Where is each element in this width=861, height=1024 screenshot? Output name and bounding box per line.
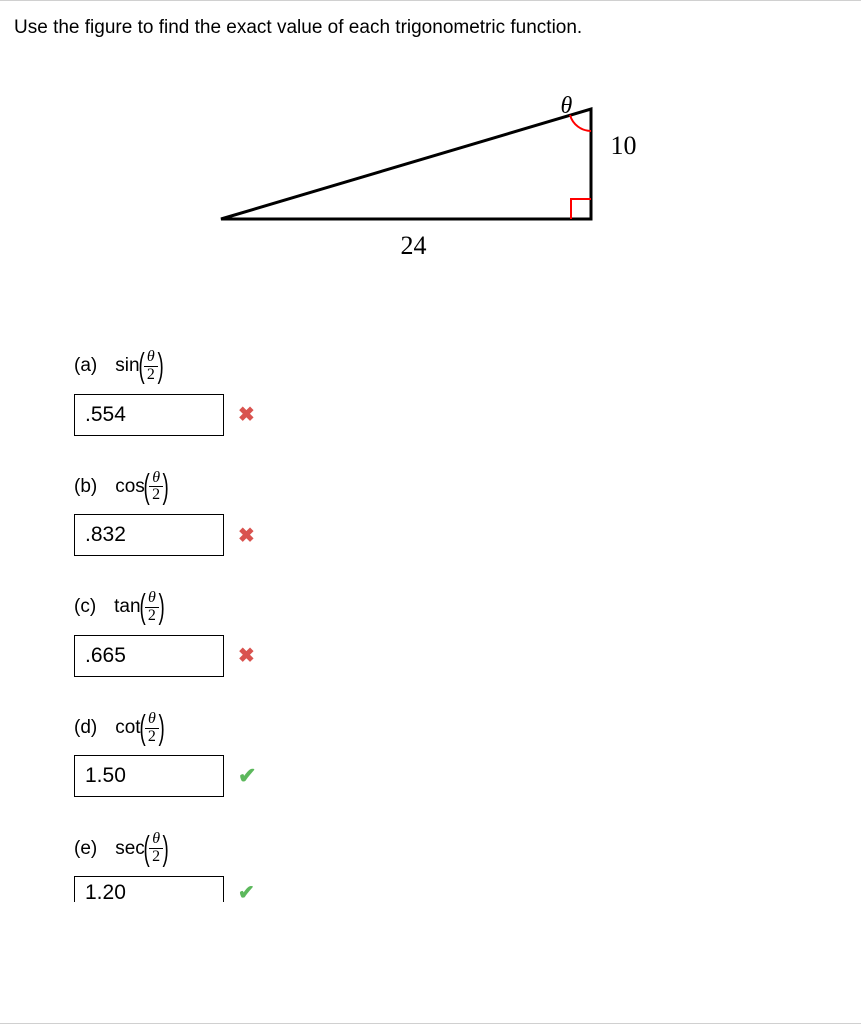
fraction-num: θ	[148, 590, 156, 607]
answer-input-a[interactable]: .554	[74, 394, 224, 436]
question-letter: (b)	[74, 476, 97, 498]
fraction-num: θ	[152, 470, 160, 487]
trig-function: tan	[114, 596, 140, 618]
question-d-label: (d) cot ( θ 2 )	[74, 711, 847, 746]
fraction-den: 2	[145, 607, 159, 625]
close-paren: )	[163, 470, 169, 504]
side-bottom-label: 24	[401, 231, 427, 261]
wrong-icon: ✖	[238, 523, 255, 548]
close-paren: )	[158, 711, 164, 745]
answer-row: 1.50 ✔	[74, 755, 847, 797]
open-paren: (	[139, 711, 145, 745]
fraction-num: θ	[152, 831, 160, 848]
fraction-num: θ	[147, 349, 155, 366]
question-a-label: (a) sin ( θ 2 )	[74, 349, 847, 384]
question-e-label: (e) sec ( θ 2 )	[74, 831, 847, 866]
question-letter: (c)	[74, 596, 96, 618]
trig-expression: cot ( θ 2 )	[115, 711, 163, 746]
open-paren: (	[138, 349, 144, 383]
trig-function: cos	[115, 476, 145, 498]
question-b-label: (b) cos ( θ 2 )	[74, 470, 847, 505]
fraction-den: 2	[145, 728, 159, 746]
questions-list: (a) sin ( θ 2 ) .554 ✖ (b)	[14, 349, 847, 902]
trig-function: sec	[115, 838, 145, 860]
answer-row: .665 ✖	[74, 635, 847, 677]
answer-row-cutoff: 1.20 ✔	[74, 876, 847, 902]
fraction-den: 2	[144, 366, 158, 384]
close-paren: )	[157, 349, 163, 383]
fraction: θ 2	[144, 349, 158, 384]
fraction-num: θ	[148, 711, 156, 728]
wrong-icon: ✖	[238, 402, 255, 427]
fraction: θ 2	[149, 831, 163, 866]
answer-input-e[interactable]: 1.20	[74, 876, 224, 902]
trig-expression: sec ( θ 2 )	[115, 831, 167, 866]
wrong-icon: ✖	[238, 643, 255, 668]
fraction-den: 2	[149, 848, 163, 866]
theta-label: θ	[561, 93, 573, 120]
trig-expression: cos ( θ 2 )	[115, 470, 167, 505]
instruction-text: Use the figure to find the exact value o…	[14, 17, 847, 39]
open-paren: (	[139, 590, 145, 624]
question-e: (e) sec ( θ 2 ) 1.20 ✔	[74, 831, 847, 902]
trig-function: cot	[115, 717, 140, 739]
answer-input-b[interactable]: .832	[74, 514, 224, 556]
fraction: θ 2	[145, 590, 159, 625]
answer-input-c[interactable]: .665	[74, 635, 224, 677]
triangle-svg	[191, 79, 671, 279]
question-letter: (a)	[74, 355, 97, 377]
fraction-den: 2	[149, 486, 163, 504]
trig-expression: sin ( θ 2 )	[115, 349, 162, 384]
right-icon: ✔	[238, 880, 255, 905]
fraction: θ 2	[149, 470, 163, 505]
side-right-label: 10	[611, 131, 637, 161]
answer-row: .554 ✖	[74, 394, 847, 436]
open-paren: (	[143, 832, 149, 866]
fraction: θ 2	[145, 711, 159, 746]
question-c-label: (c) tan ( θ 2 )	[74, 590, 847, 625]
question-d: (d) cot ( θ 2 ) 1.50 ✔	[74, 711, 847, 798]
trig-expression: tan ( θ 2 )	[114, 590, 163, 625]
answer-row: .832 ✖	[74, 514, 847, 556]
question-letter: (d)	[74, 717, 97, 739]
question-b: (b) cos ( θ 2 ) .832 ✖	[74, 470, 847, 557]
answer-input-d[interactable]: 1.50	[74, 755, 224, 797]
question-c: (c) tan ( θ 2 ) .665 ✖	[74, 590, 847, 677]
question-a: (a) sin ( θ 2 ) .554 ✖	[74, 349, 847, 436]
figure-container: θ 10 24	[14, 79, 847, 299]
triangle-figure: θ 10 24	[191, 79, 671, 299]
right-icon: ✔	[238, 763, 256, 789]
close-paren: )	[163, 832, 169, 866]
trig-function: sin	[115, 355, 139, 377]
open-paren: (	[143, 470, 149, 504]
question-letter: (e)	[74, 838, 97, 860]
close-paren: )	[158, 590, 164, 624]
